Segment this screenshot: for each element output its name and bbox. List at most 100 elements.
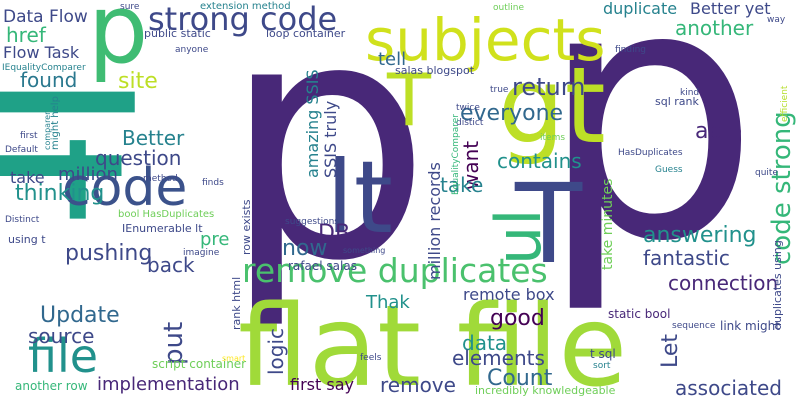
word: want xyxy=(459,141,483,190)
word: code xyxy=(62,158,187,218)
word: question xyxy=(95,146,181,170)
word: items xyxy=(540,133,565,143)
word: take minutes xyxy=(600,179,616,270)
word: something xyxy=(343,246,385,255)
word: site xyxy=(118,69,158,94)
word: thinking xyxy=(15,181,104,206)
word: everyone xyxy=(460,101,563,126)
word: found xyxy=(20,68,77,92)
word: Better yet xyxy=(690,0,770,18)
word: finds xyxy=(202,178,224,188)
word: t sql xyxy=(590,347,616,361)
word: pre xyxy=(200,229,230,250)
word: first say xyxy=(290,375,354,394)
word: duplicate xyxy=(603,0,677,18)
word: million xyxy=(58,164,118,185)
word: p xyxy=(88,0,148,85)
word: IEnumerable lt xyxy=(122,222,203,235)
word: kind xyxy=(680,88,699,98)
word: Thak xyxy=(365,292,410,313)
word: distict xyxy=(456,118,484,128)
word: static bool xyxy=(608,307,670,321)
word: way xyxy=(767,15,786,25)
word: href xyxy=(6,23,47,47)
word: Better xyxy=(122,126,185,150)
word: comparer xyxy=(43,111,52,150)
word: connection xyxy=(668,271,778,295)
word: incredibly knowledgeable xyxy=(475,384,616,397)
word: outline xyxy=(493,3,524,13)
word: tell xyxy=(378,49,406,70)
word: remove xyxy=(380,373,456,397)
word: pushing xyxy=(65,241,152,266)
word: ul xyxy=(482,208,555,265)
word: anyone xyxy=(175,45,209,55)
word: imagine xyxy=(183,248,220,258)
word: EqualityComparer xyxy=(451,114,461,195)
word: code strong xyxy=(767,111,797,265)
word: associated xyxy=(675,376,782,400)
word: duplicates using xyxy=(771,240,784,330)
word: suggestions xyxy=(285,217,339,227)
word: T xyxy=(514,160,583,288)
word: extension method xyxy=(200,1,291,12)
word: method xyxy=(143,174,178,184)
word: DB xyxy=(318,221,350,246)
word: implementation xyxy=(97,374,240,395)
word: back xyxy=(147,253,195,277)
word: bool HasDuplicates xyxy=(118,209,214,220)
word: remote box xyxy=(463,285,555,304)
word: T xyxy=(386,58,432,142)
word: sort xyxy=(593,361,611,371)
word: another row xyxy=(15,379,88,393)
word: might help xyxy=(50,96,61,150)
word: sequence xyxy=(672,321,716,331)
word: contains xyxy=(497,149,582,173)
word: data xyxy=(462,331,507,355)
word: Count xyxy=(487,366,553,391)
word: file xyxy=(28,329,98,383)
word: Distinct xyxy=(5,215,40,225)
word: put xyxy=(159,322,189,365)
word: rank html xyxy=(230,277,243,330)
word: Flow Task xyxy=(3,43,80,62)
word: return xyxy=(512,73,585,101)
word: row exists xyxy=(240,199,253,255)
word: answering xyxy=(643,223,756,248)
word: script container xyxy=(152,357,246,371)
word: fantastic xyxy=(643,246,730,270)
word: efficient xyxy=(780,85,790,122)
word: link might xyxy=(720,319,780,333)
word: amazing SSIS xyxy=(303,69,322,178)
word: lt xyxy=(326,139,393,256)
word: strong code xyxy=(148,0,337,38)
word: Guess xyxy=(655,165,683,175)
word: elements xyxy=(452,346,545,370)
word: good xyxy=(490,306,545,331)
word: take xyxy=(10,168,45,187)
word: another xyxy=(675,16,754,40)
word: public static xyxy=(144,27,211,40)
word: now xyxy=(282,236,327,261)
word: p xyxy=(222,0,431,333)
word: logic xyxy=(264,328,288,375)
word: million records xyxy=(425,162,444,280)
word: feels xyxy=(360,353,382,363)
word: source xyxy=(28,324,94,348)
word: first xyxy=(20,131,38,141)
word: quite xyxy=(755,168,778,178)
word: IEqualityComparer xyxy=(2,63,86,73)
word: able xyxy=(695,119,742,144)
word: sure xyxy=(120,2,140,12)
word: SSIS truly xyxy=(321,101,340,178)
word: smart xyxy=(222,354,245,363)
word: HasDuplicates xyxy=(618,148,683,158)
word: twice xyxy=(456,103,480,113)
word: Let xyxy=(658,334,683,368)
word: remove duplicates xyxy=(242,251,548,290)
word: true xyxy=(490,85,509,95)
word: p xyxy=(538,0,760,318)
word: Update xyxy=(40,303,120,328)
